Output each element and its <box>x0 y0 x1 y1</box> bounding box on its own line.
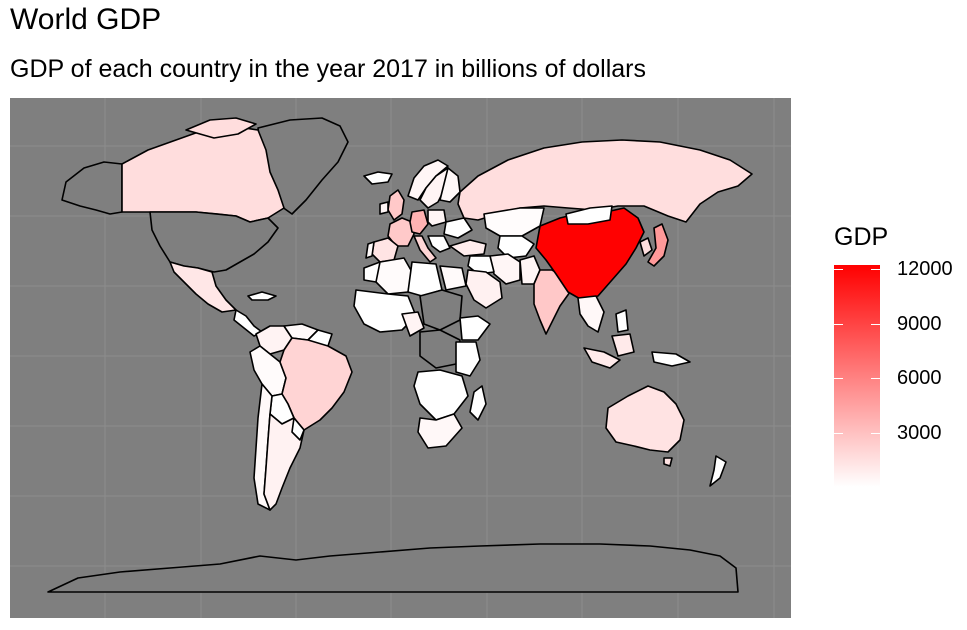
country-south-africa[interactable] <box>417 413 463 449</box>
country-japan[interactable] <box>647 223 669 267</box>
chart-title: World GDP <box>10 3 162 36</box>
country-central-asia[interactable] <box>497 235 535 259</box>
country-norway[interactable] <box>407 159 449 201</box>
country-indonesia[interactable] <box>583 347 621 369</box>
country-borneo[interactable] <box>611 333 635 357</box>
country-uruguay[interactable] <box>291 417 305 441</box>
legend-tick-label: 3000 <box>897 421 942 444</box>
country-madagascar[interactable] <box>469 385 487 421</box>
legend-tick-mark <box>871 378 880 380</box>
country-balkans[interactable] <box>427 235 451 253</box>
country-new-guinea[interactable] <box>651 351 691 367</box>
country-ireland[interactable] <box>379 201 389 215</box>
country-ukraine[interactable] <box>443 217 473 239</box>
legend-tick-mark <box>871 432 880 434</box>
country-canada-islands[interactable] <box>185 117 257 139</box>
country-france[interactable] <box>387 217 415 247</box>
legend-tick-label: 9000 <box>897 312 942 335</box>
chart-subtitle: GDP of each country in the year 2017 in … <box>10 55 647 83</box>
legend-tick-mark <box>834 269 843 271</box>
country-saudi-arabia[interactable] <box>465 269 503 309</box>
country-mongolia[interactable] <box>565 205 613 225</box>
legend-tick-mark <box>871 323 880 325</box>
country-cuba[interactable] <box>247 291 277 301</box>
country-finland[interactable] <box>439 167 461 203</box>
country-west-africa[interactable] <box>353 289 417 333</box>
country-east-africa[interactable] <box>455 341 481 377</box>
legend-tick-mark <box>871 269 880 271</box>
legend-tick-label: 6000 <box>897 367 942 390</box>
country-ethiopia[interactable] <box>459 315 491 341</box>
legend-tick-label: 12000 <box>897 258 953 281</box>
country-portugal[interactable] <box>365 241 375 259</box>
country-kazakhstan[interactable] <box>483 207 545 237</box>
country-egypt[interactable] <box>439 265 467 291</box>
country-tasmania[interactable] <box>663 457 673 467</box>
country-australia[interactable] <box>605 385 685 453</box>
country-iran[interactable] <box>489 253 521 285</box>
legend-tick-mark <box>834 432 843 434</box>
country-poland[interactable] <box>427 209 447 227</box>
legend-colorbar <box>834 265 880 487</box>
country-nigeria[interactable] <box>401 311 425 337</box>
country-iceland[interactable] <box>363 171 393 185</box>
legend: GDP 12000 9000 6000 3000 <box>834 222 964 502</box>
country-germany[interactable] <box>409 209 429 235</box>
country-southeast-asia[interactable] <box>577 295 605 333</box>
country-turkey[interactable] <box>449 239 487 257</box>
legend-tick-mark <box>834 378 843 380</box>
country-south-korea[interactable] <box>639 237 653 257</box>
country-india[interactable] <box>533 269 571 335</box>
country-italy[interactable] <box>413 235 437 263</box>
country-layer <box>47 117 753 593</box>
legend-title: GDP <box>834 223 889 251</box>
antarctica <box>47 543 739 593</box>
legend-tick-mark <box>834 323 843 325</box>
country-united-states[interactable] <box>149 211 279 273</box>
country-alaska[interactable] <box>61 161 123 215</box>
country-brazil[interactable] <box>279 337 353 431</box>
country-philippines[interactable] <box>615 309 629 333</box>
country-new-zealand[interactable] <box>709 455 727 487</box>
